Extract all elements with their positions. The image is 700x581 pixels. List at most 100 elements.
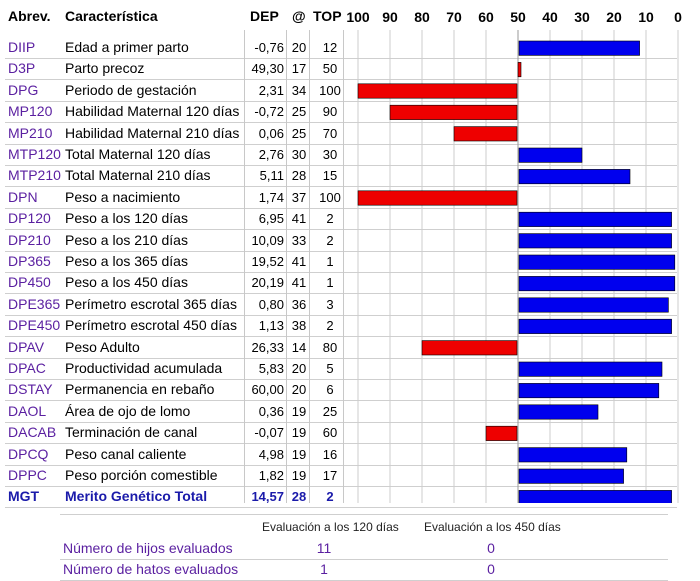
trait-abbreviation: DPAV [8, 338, 45, 355]
top-percentile: 17 [322, 468, 338, 483]
bar-dp450 [518, 276, 676, 292]
eval-row-hijos: Número de hijos evaluados 11 0 [60, 538, 668, 560]
header-at: @ [292, 8, 306, 24]
top-percentile: 80 [322, 339, 338, 355]
x-tick-label: 70 [446, 9, 462, 25]
bar-dpav [421, 340, 518, 356]
total-row: MGT Merito Genético Total 14,57 28 2 [5, 486, 677, 509]
dep-value: 2,31 [258, 82, 284, 98]
table-row: DSTAY Permanencia en rebaño 60,00 20 6 [5, 379, 677, 402]
trait-name: Total Maternal 120 días [65, 146, 211, 162]
bar-dp210 [518, 233, 672, 249]
trait-name: Habilidad Maternal 120 días [65, 103, 240, 120]
trait-name: Área de ojo de lomo [65, 402, 191, 419]
bar-dp120 [518, 211, 672, 227]
trait-abbreviation: DPE450 [8, 317, 61, 334]
trait-abbreviation: DP365 [8, 253, 51, 269]
percentile-bar-chart: 100 90 80 70 60 50 40 30 20 10 0 [346, 9, 682, 503]
table-row: D3P Parto precoz 49,30 17 50 [5, 58, 677, 81]
dep-value: -0,07 [254, 425, 284, 441]
bar-dpcq [518, 447, 628, 463]
x-tick-label: 100 [346, 9, 370, 25]
top-percentile: 100 [319, 189, 341, 205]
trait-abbreviation: MP210 [8, 124, 53, 141]
accuracy-value: 20 [291, 361, 307, 376]
x-tick-label: 10 [638, 9, 654, 25]
trait-name: Peso a nacimiento [65, 188, 181, 205]
trait-abbreviation: DP450 [8, 274, 51, 291]
bar-diip [518, 40, 640, 56]
top-percentile: 16 [322, 446, 338, 462]
trait-abbreviation: DPPC [8, 467, 47, 483]
accuracy-value: 28 [291, 168, 307, 184]
table-row: MTP210 Total Maternal 210 días 5,11 28 15 [5, 165, 677, 188]
bar-dpac [518, 361, 663, 377]
table-row: DP210 Peso a los 210 días 10,09 33 2 [5, 230, 677, 252]
dep-value: 1,13 [258, 318, 284, 334]
trait-abbreviation: DPAC [8, 360, 46, 376]
top-percentile: 15 [322, 168, 338, 184]
trait-name: Permanencia en rebaño [65, 381, 215, 398]
trait-name: Total Maternal 210 días [65, 167, 211, 184]
dep-value: -0,76 [254, 40, 284, 55]
trait-name: Peso a los 365 días [65, 253, 188, 269]
trait-abbreviation: DPN [8, 188, 38, 205]
bar-dstay [518, 383, 660, 399]
x-tick-label: 90 [382, 9, 398, 25]
trait-abbreviation: DP210 [8, 231, 51, 248]
eval-value-450: 0 [487, 561, 495, 577]
accuracy-value: 41 [291, 254, 307, 269]
dep-value: 0,06 [258, 125, 284, 141]
dep-value: 5,83 [258, 361, 284, 376]
table-row: DPE450 Perímetro escrotal 450 días 1,13 38 2 [5, 315, 677, 338]
eval-header-450: Evaluación a los 450 días [424, 520, 561, 534]
accuracy-value: 34 [291, 82, 307, 98]
bar-mtp210 [518, 169, 631, 185]
table-row: DIIP Edad a primer parto -0,76 20 12 [5, 37, 677, 59]
eval-value-120: 11 [316, 540, 332, 556]
top-percentile: 1 [326, 275, 334, 291]
accuracy-value: 37 [291, 189, 307, 205]
top-percentile: 5 [326, 361, 334, 376]
dep-value: 1,82 [258, 468, 284, 483]
trait-name: Habilidad Maternal 210 días [65, 124, 240, 141]
trait-abbreviation: MP120 [8, 103, 53, 120]
table-row: DPAC Productividad acumulada 5,83 20 5 [5, 358, 677, 380]
table-row: DPG Periodo de gestación 2,31 34 100 [5, 80, 677, 102]
dep-value: 20,19 [251, 275, 284, 291]
eval-header-120: Evaluación a los 120 días [262, 520, 399, 534]
column-divider [343, 30, 344, 503]
trait-name: Peso a los 450 días [65, 274, 188, 291]
trait-name: Merito Genético Total [65, 488, 208, 505]
bar-d3p [517, 62, 522, 78]
table-row: DP120 Peso a los 120 días 6,95 41 2 [5, 208, 677, 231]
top-percentile: 70 [322, 125, 338, 141]
trait-name: Edad a primer parto [65, 39, 189, 55]
trait-name: Terminación de canal [65, 424, 198, 441]
x-tick-label: 60 [478, 9, 494, 25]
dep-value: 26,33 [251, 339, 284, 355]
top-percentile: 30 [322, 147, 338, 162]
accuracy-value: 25 [291, 125, 307, 141]
header-top: TOP [313, 8, 342, 24]
x-tick-label: 0 [674, 9, 682, 25]
x-tick-label: 80 [414, 9, 430, 25]
trait-name: Peso canal caliente [65, 445, 187, 462]
top-percentile: 6 [326, 382, 334, 398]
summary-top-border [60, 514, 668, 515]
table-row: DACAB Terminación de canal -0,07 19 60 [5, 422, 677, 445]
dep-value: 0,36 [258, 403, 284, 419]
x-tick-label: 20 [606, 9, 622, 25]
dep-value: 49,30 [251, 61, 284, 77]
trait-abbreviation: DIIP [8, 39, 36, 55]
bar-dpn [357, 190, 518, 206]
bar-mp120 [389, 104, 518, 120]
accuracy-value: 28 [291, 489, 307, 505]
top-percentile: 2 [326, 232, 334, 248]
trait-abbreviation: DSTAY [8, 381, 53, 398]
accuracy-value: 25 [291, 104, 307, 120]
table-row: MTP120 Total Maternal 120 días 2,76 30 30 [5, 144, 677, 166]
bar-dpe365 [518, 297, 669, 313]
trait-abbreviation: MTP210 [8, 167, 61, 184]
trait-name: Perímetro escrotal 365 días [65, 295, 237, 312]
